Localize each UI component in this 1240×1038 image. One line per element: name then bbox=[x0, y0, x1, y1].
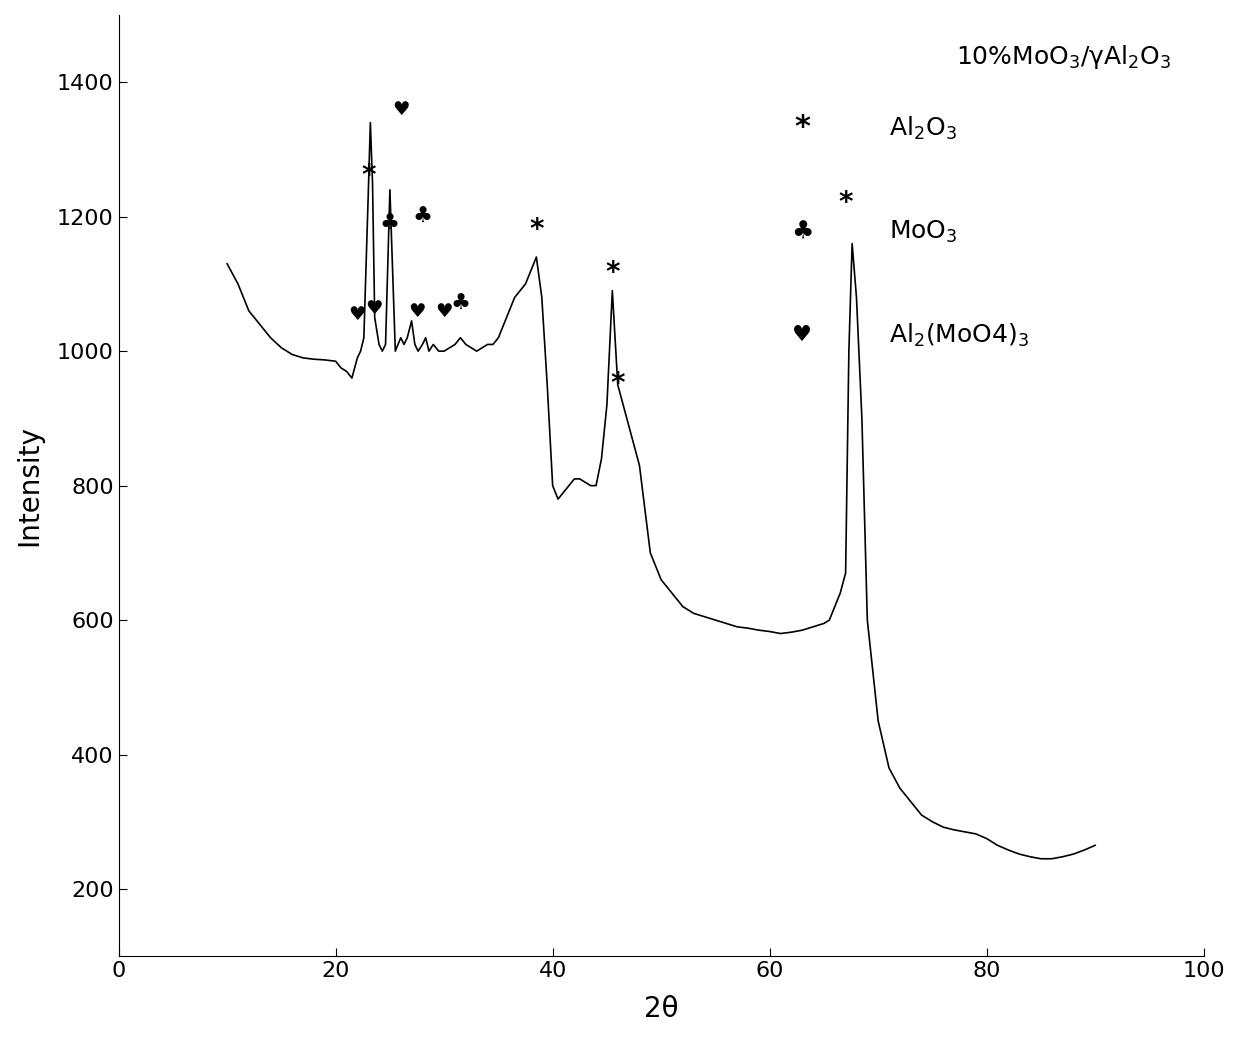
Text: ♣: ♣ bbox=[379, 214, 399, 234]
Text: MoO$_3$: MoO$_3$ bbox=[889, 218, 957, 245]
Text: ♥: ♥ bbox=[792, 325, 812, 345]
Text: *: * bbox=[794, 113, 810, 142]
X-axis label: 2θ: 2θ bbox=[644, 995, 678, 1023]
Text: Al$_2$O$_3$: Al$_2$O$_3$ bbox=[889, 114, 957, 141]
Text: ♥: ♥ bbox=[435, 302, 453, 321]
Text: *: * bbox=[838, 189, 853, 217]
Text: ♥: ♥ bbox=[365, 299, 382, 318]
Text: ♥: ♥ bbox=[408, 302, 425, 321]
Text: *: * bbox=[361, 162, 376, 190]
Text: ♣: ♣ bbox=[450, 294, 470, 315]
Text: *: * bbox=[605, 260, 620, 288]
Text: *: * bbox=[529, 216, 543, 244]
Text: 10%MoO$_3$/γAl$_2$O$_3$: 10%MoO$_3$/γAl$_2$O$_3$ bbox=[956, 44, 1171, 72]
Text: ♣: ♣ bbox=[413, 207, 433, 226]
Text: ♥: ♥ bbox=[348, 305, 366, 324]
Y-axis label: Intensity: Intensity bbox=[15, 426, 43, 546]
Text: ♣: ♣ bbox=[791, 219, 813, 244]
Text: Al$_2$(MoO4)$_3$: Al$_2$(MoO4)$_3$ bbox=[889, 322, 1029, 349]
Text: *: * bbox=[610, 371, 625, 399]
Text: ♥: ♥ bbox=[392, 101, 409, 119]
